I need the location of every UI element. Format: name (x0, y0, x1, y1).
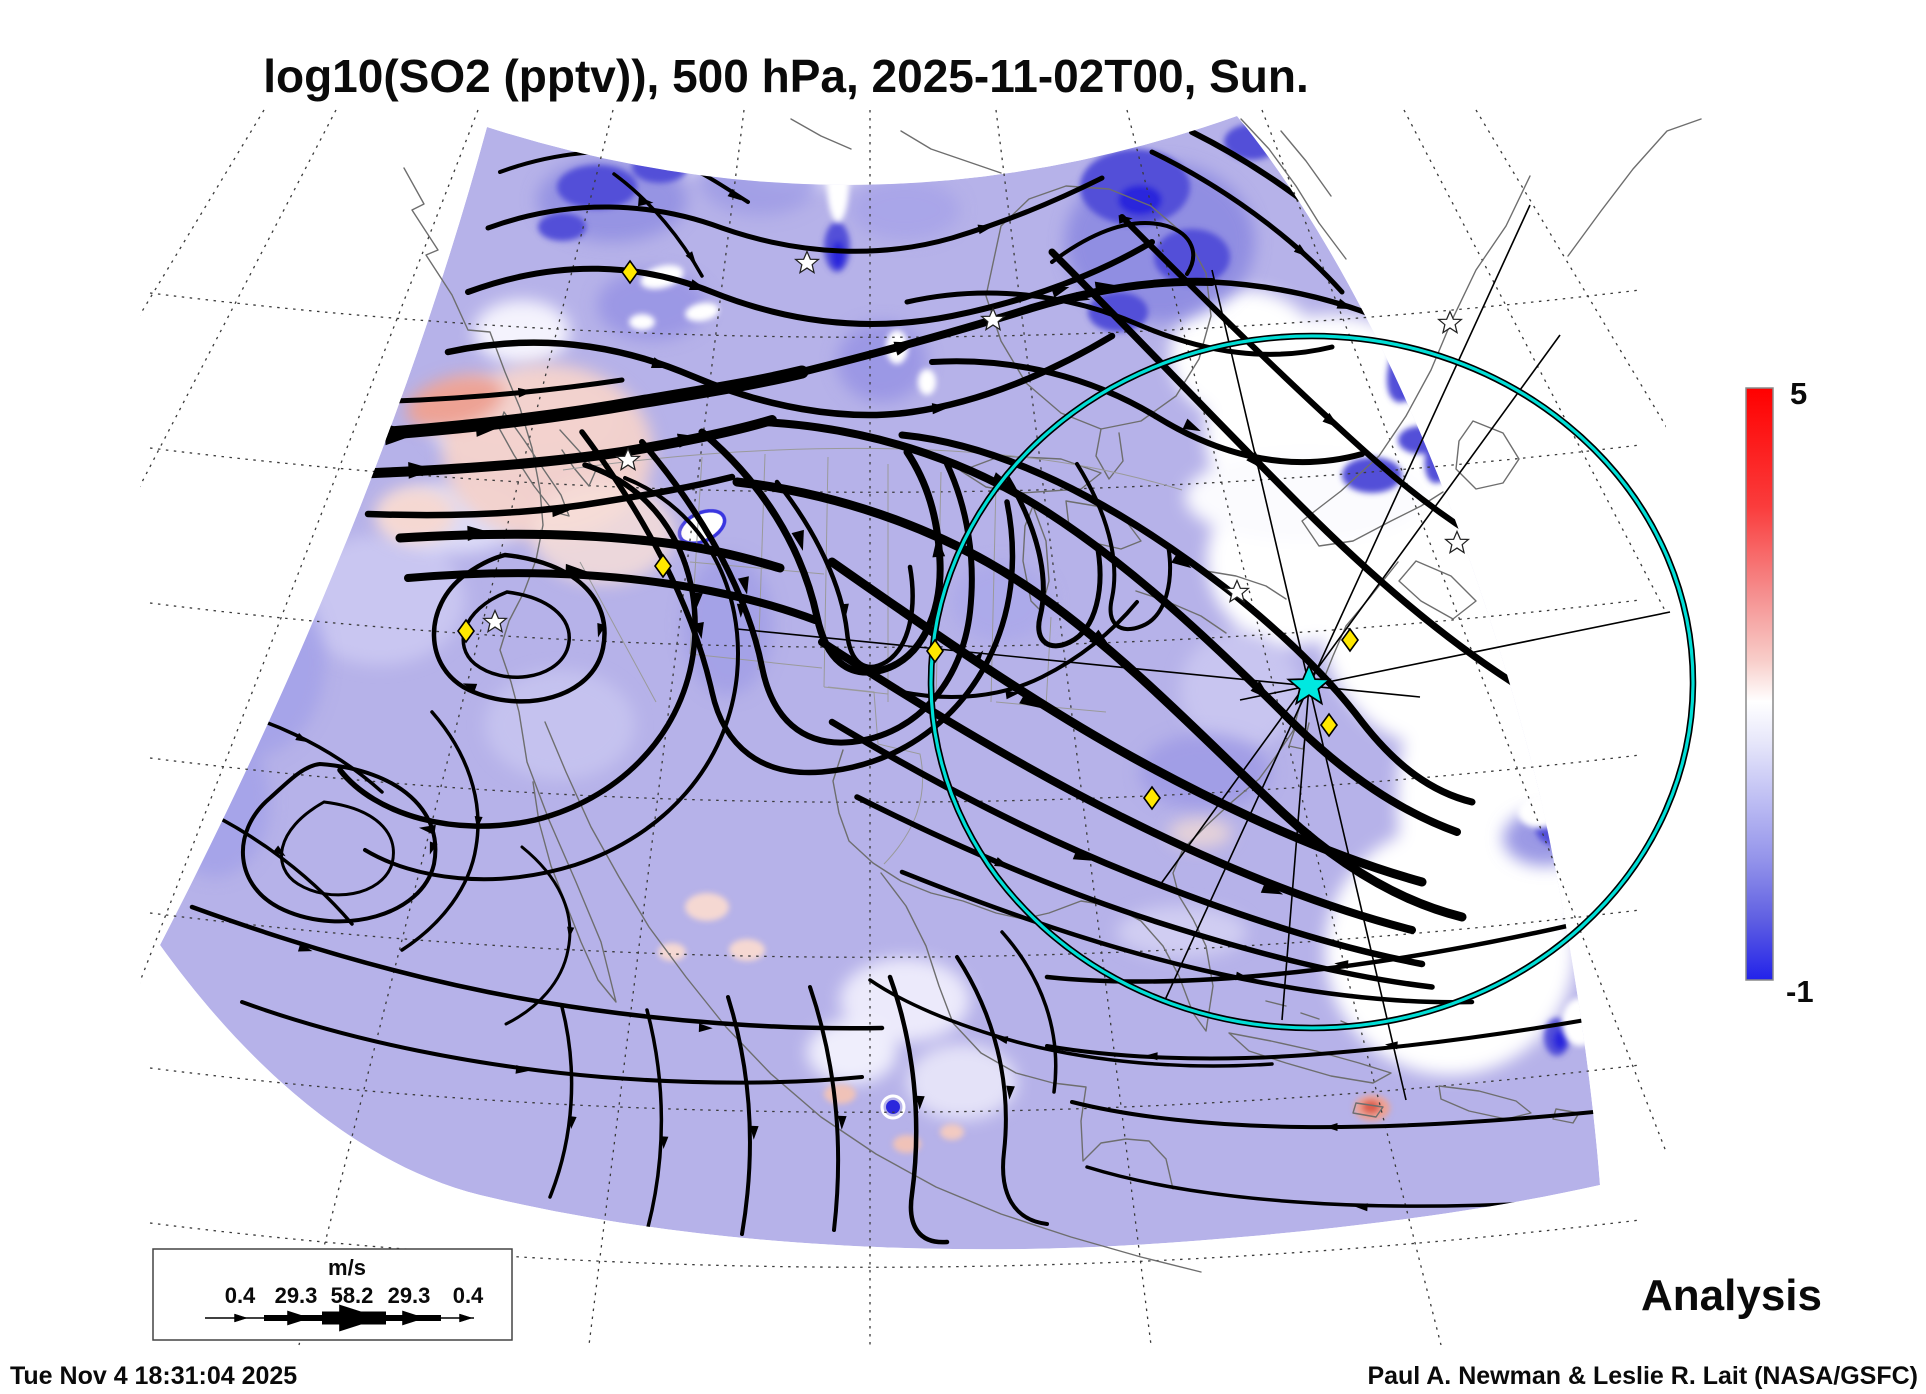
wind-legend-arrow-scale (205, 1304, 474, 1332)
plot-title: log10(SO2 (pptv)), 500 hPa, 2025-11-02T0… (263, 50, 1309, 102)
wind-speed-legend: m/s 0.4 29.3 58.2 29.3 0.4 (152, 1248, 513, 1341)
credit-line: Paul A. Newman & Leslie R. Lait (NASA/GS… (1367, 1362, 1918, 1390)
wind-legend-value: 29.3 (388, 1283, 431, 1308)
colorbar-max-label: 5 (1790, 376, 1807, 411)
wind-legend-value: 29.3 (275, 1283, 318, 1308)
wind-legend-value: 0.4 (225, 1283, 256, 1308)
wind-legend-unit: m/s (328, 1255, 366, 1280)
analysis-label: Analysis (1641, 1271, 1822, 1320)
range-ring (927, 332, 1697, 1032)
generated-timestamp: Tue Nov 4 18:31:04 2025 (10, 1362, 297, 1390)
wind-legend-value: 0.4 (453, 1283, 484, 1308)
colorbar: 5 -1 (1745, 376, 1814, 1009)
wind-legend-value: 58.2 (331, 1283, 374, 1308)
so2-field-fill (160, 116, 1600, 1250)
wind-streamlines (172, 129, 1600, 1245)
colorbar-min-label: -1 (1786, 974, 1814, 1009)
